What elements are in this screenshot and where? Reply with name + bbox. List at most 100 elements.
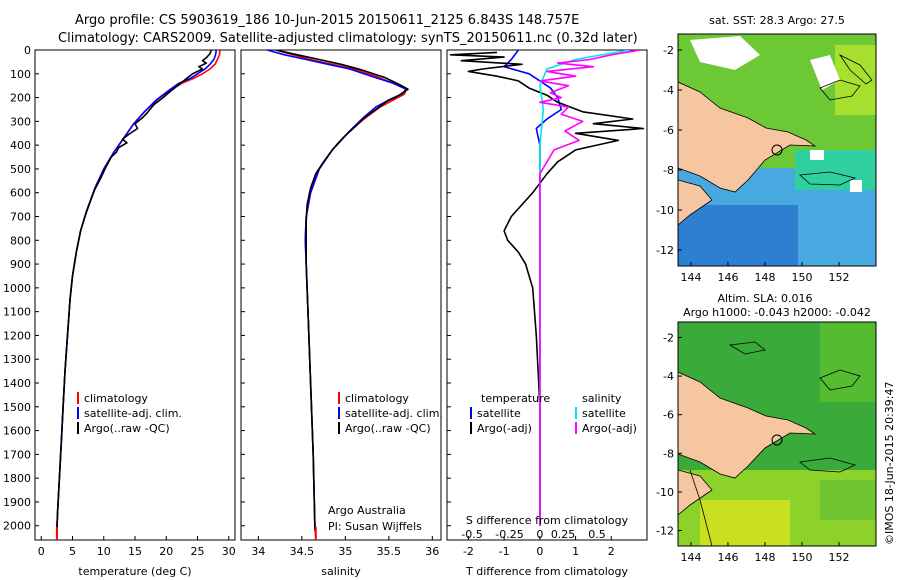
difference-lines	[449, 50, 645, 526]
x-tick-label: 0	[38, 545, 45, 558]
depth-tick-label: 900	[10, 258, 31, 271]
difference-legend: temperature satellite Argo(-adj) salinit…	[470, 392, 637, 435]
sla-map-subtitle: Argo h1000: -0.043 h2000: -0.042	[683, 306, 871, 319]
argo-location-marker	[771, 434, 783, 446]
depth-tick-label: 200	[10, 92, 31, 105]
sst-missing-data	[810, 150, 824, 160]
depth-tick-label: 1000	[3, 282, 31, 295]
legend-s-argo: Argo(-adj)	[582, 422, 637, 435]
depth-tick-label: 300	[10, 115, 31, 128]
lon-tick-label: 148	[754, 271, 775, 284]
land-new-ireland	[838, 53, 873, 85]
lat-tick-label: -6	[663, 409, 674, 422]
temperature-xlabel: temperature (deg C)	[78, 565, 191, 578]
sst-missing-data	[690, 36, 760, 70]
x-tick-label: 2	[608, 545, 615, 558]
lat-tick-label: -12	[656, 244, 674, 257]
x-tick-label: 30	[222, 545, 236, 558]
sst-map-frame	[677, 33, 877, 267]
lon-tick-label: 146	[717, 271, 738, 284]
land-new-guinea	[678, 371, 817, 479]
sla-map-frame	[677, 321, 877, 547]
lat-tick-label: -4	[663, 370, 674, 383]
temperature-legend: climatology satellite-adj. clim. Argo(..…	[77, 392, 182, 435]
lat-tick-label: -10	[656, 486, 674, 499]
temperature-lines	[55, 50, 221, 540]
depth-tick-label: 1300	[3, 353, 31, 366]
depth-axis: 0 100 200 300 400 500 600 700 800 900 1000 1100 1200…	[3, 44, 451, 533]
depth-tick-label: 1800	[3, 472, 31, 485]
imos-credit: ©IMOS 18-Jun-2015 20:39:47	[883, 381, 896, 545]
lon-tick-label: 150	[791, 551, 812, 564]
depth-tick-label: 1500	[3, 401, 31, 414]
legend-argo: Argo(..raw -QC)	[345, 422, 431, 435]
depth-tick-label: 700	[10, 211, 31, 224]
legend-satellite: satellite-adj. clim.	[84, 407, 182, 420]
depth-tick-label: 100	[10, 68, 31, 81]
lon-tick-label: 146	[717, 551, 738, 564]
x-tick-label: 35	[338, 545, 352, 558]
land-louisiade	[799, 457, 857, 473]
salinity-frame	[240, 49, 442, 541]
land-new-britain	[819, 369, 861, 391]
lon-tick-label: 148	[754, 551, 775, 564]
x-tick-label: 5	[69, 545, 76, 558]
depth-tick-label: 1700	[3, 448, 31, 461]
series-line-argo-s	[539, 50, 641, 526]
series-line-climatology	[56, 50, 221, 538]
sla-high	[700, 500, 790, 546]
land-admiralty	[728, 341, 766, 355]
s-diff-tick-label: -0.5	[461, 528, 482, 541]
series-line-climatology	[275, 50, 408, 538]
x-tick-label: 36	[425, 545, 439, 558]
x-tick-label: -2	[463, 545, 474, 558]
salinity-xlabel: salinity	[321, 565, 361, 578]
x-tick-label: 0	[536, 545, 543, 558]
lat-tick-label: -8	[663, 447, 674, 460]
depth-tick-label: 1100	[3, 306, 31, 319]
legend-climatology: climatology	[345, 392, 409, 405]
lat-tick-label: -4	[663, 84, 674, 97]
salinity-legend: climatology satellite-adj. clim. Argo(..…	[338, 392, 443, 435]
difference-xlabel: T difference from climatology	[465, 565, 628, 578]
legend-t-satellite: satellite	[477, 407, 521, 420]
legend-temperature-title: temperature	[481, 392, 550, 405]
lon-tick-label: 150	[791, 271, 812, 284]
lat-tick-label: -6	[663, 124, 674, 137]
lat-tick-label: -2	[663, 331, 674, 344]
series-line-argo-raw-qc-	[56, 50, 213, 531]
land-australia	[678, 469, 713, 516]
series-line-argo-raw-qc-	[275, 50, 409, 531]
sst-mid-water	[795, 150, 876, 190]
x-tick-label: 34	[251, 545, 265, 558]
x-tick-label: 10	[97, 545, 111, 558]
land-new-britain	[819, 79, 861, 101]
s-diff-tick-label: 0.5	[588, 528, 606, 541]
depth-tick-label: 0	[24, 44, 31, 57]
x-tick-label: 20	[159, 545, 173, 558]
sst-missing-data	[810, 55, 840, 90]
lon-tick-label: 152	[828, 271, 849, 284]
sla-map	[678, 322, 876, 546]
depth-tick-label: 400	[10, 139, 31, 152]
lon-tick-label: 144	[680, 271, 701, 284]
series-line-argo-t	[449, 51, 645, 526]
chart-title-line2: Climatology: CARS2009. Satellite-adjuste…	[58, 31, 638, 46]
sla-region	[820, 480, 876, 520]
depth-tick-label: 800	[10, 234, 31, 247]
s-diff-tick-label: 0.25	[551, 528, 576, 541]
legend-salinity-title: salinity	[582, 392, 622, 405]
depth-tick-label: 1900	[3, 496, 31, 509]
depth-tick-label: 600	[10, 187, 31, 200]
x-tick-label: 35.5	[377, 545, 402, 558]
depth-tick-label: 1600	[3, 425, 31, 438]
lat-tick-label: -12	[656, 525, 674, 538]
legend-argo: Argo(..raw -QC)	[84, 422, 170, 435]
salinity-lines	[266, 50, 409, 540]
legend-climatology: climatology	[84, 392, 148, 405]
sla-region	[820, 322, 876, 402]
land-australia	[678, 179, 713, 226]
sst-coolest-water	[678, 205, 798, 266]
legend-satellite: satellite-adj. clim.	[345, 407, 443, 420]
